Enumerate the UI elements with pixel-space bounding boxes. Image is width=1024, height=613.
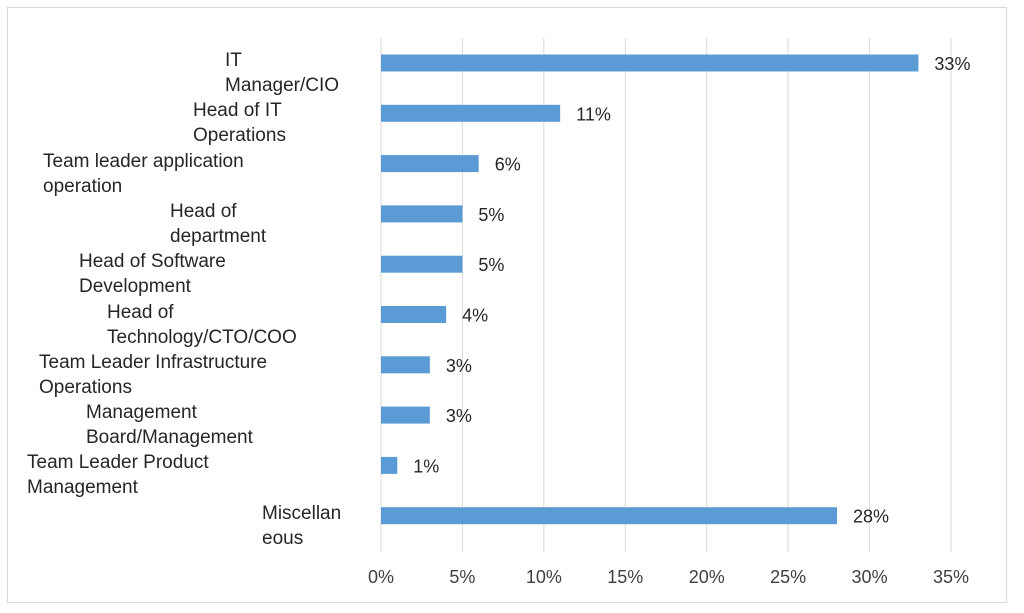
x-tick-label: 5% — [449, 567, 475, 587]
data-label: 5% — [478, 205, 504, 225]
data-label: 33% — [934, 54, 970, 74]
category-label: Head of IT Operations — [193, 100, 286, 147]
category-label: Miscellan eous — [262, 502, 342, 549]
category-label: Team leader application operation — [43, 150, 244, 197]
category-label: Management Board/Management — [86, 402, 253, 449]
bar — [381, 406, 430, 424]
data-label: 4% — [462, 306, 488, 326]
x-tick-label: 25% — [770, 567, 806, 587]
bar — [381, 356, 430, 374]
category-label: Head of Software Development — [79, 251, 226, 298]
x-tick-label: 30% — [852, 567, 888, 587]
data-label: 1% — [413, 456, 439, 476]
data-label: 6% — [495, 155, 521, 175]
bar — [381, 507, 837, 525]
x-tick-label: 35% — [933, 567, 969, 587]
bar — [381, 54, 919, 72]
x-tick-label: 20% — [689, 567, 725, 587]
category-label: Team Leader Product Management — [27, 452, 209, 499]
category-label: Team Leader Infrastructure Operations — [39, 351, 268, 398]
x-tick-label: 0% — [368, 567, 394, 587]
category-label: Head of Technology/CTO/COO — [107, 301, 297, 348]
category-label: IT Manager/CIO — [225, 50, 340, 96]
data-label: 28% — [853, 507, 889, 527]
data-label: 3% — [446, 406, 472, 426]
bar — [381, 104, 561, 122]
bar — [381, 456, 398, 474]
category-label: Head of department — [170, 200, 267, 247]
bar — [381, 306, 447, 323]
bar — [381, 155, 479, 173]
data-label: 3% — [446, 356, 472, 376]
data-label: 11% — [576, 104, 611, 124]
data-label: 5% — [478, 255, 504, 275]
x-tick-label: 15% — [607, 567, 643, 587]
bar — [381, 255, 463, 273]
bar — [381, 205, 463, 223]
x-tick-label: 10% — [526, 567, 562, 587]
